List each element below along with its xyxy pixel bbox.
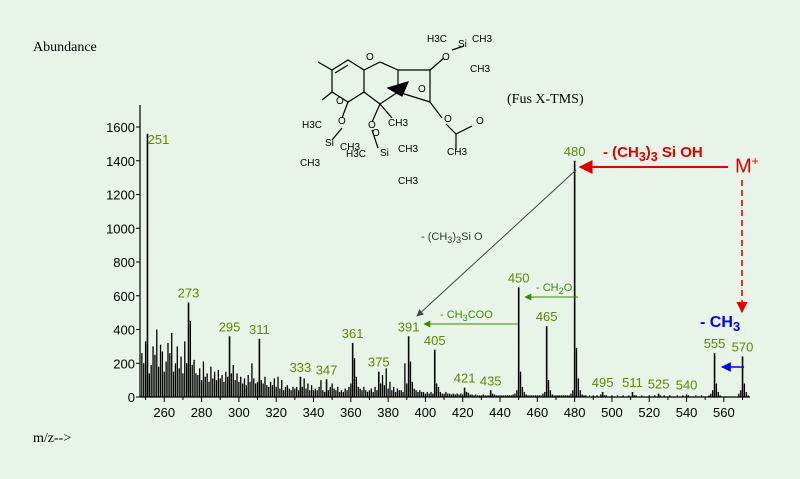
x-tick-label: 560	[713, 405, 735, 420]
structure-atom-label: H3C	[346, 149, 366, 160]
structure-atom-label: H3C	[302, 120, 322, 131]
peak-label: 251	[148, 132, 170, 147]
y-tick-label: 200	[113, 356, 135, 371]
peak-label: 311	[249, 322, 270, 337]
x-tick-label: 320	[265, 405, 287, 420]
loss-ch3-part: - CH	[700, 314, 733, 331]
structure-atom-label: Si	[380, 148, 389, 159]
x-tick-label: 440	[489, 405, 511, 420]
loss-tmsoh-part: Si OH	[658, 144, 703, 161]
peak-label: 295	[219, 319, 241, 334]
structure-atom-label: CH3	[447, 147, 467, 158]
structure-atom-label: CH3	[388, 118, 408, 129]
y-tick-label: 400	[113, 323, 135, 338]
structure-atom-label: Si	[325, 138, 334, 149]
x-tick-label: 300	[228, 405, 250, 420]
y-tick-label: 800	[113, 255, 135, 270]
structure-atom-label: CH3	[472, 34, 492, 45]
peak-label: 421	[454, 371, 476, 386]
y-tick-label: 1600	[106, 120, 135, 135]
peak-label: 450	[508, 270, 530, 285]
peak-label: 511	[622, 375, 643, 390]
structure-atom-label: CH3	[398, 144, 418, 155]
structure-atom-label: O	[444, 114, 452, 125]
structure-atom-label: CH3	[398, 176, 418, 187]
x-tick-label: 480	[564, 405, 586, 420]
structure-atom-label: Si	[458, 39, 467, 50]
structure-atom-label: O	[442, 52, 450, 63]
annotation-part: O	[564, 282, 573, 294]
y-tick-label: 0	[128, 390, 135, 405]
peak-label: 480	[564, 144, 586, 159]
peak-label: 525	[648, 377, 670, 392]
peak-label: 375	[368, 355, 390, 370]
structure-atom-label: O	[338, 116, 346, 127]
x-tick-label: 520	[638, 405, 660, 420]
structure-atom-label: CH3	[470, 64, 490, 75]
structure-atom-label: O	[418, 84, 426, 95]
x-tick-label: 500	[601, 405, 623, 420]
peak-label: 540	[676, 377, 698, 392]
x-tick-label: 280	[191, 405, 213, 420]
peak-label: 273	[178, 286, 200, 301]
structure-atom-label: O	[336, 96, 344, 107]
y-tick-label: 600	[113, 289, 135, 304]
molecular-ion-charge: +	[752, 154, 759, 168]
molecular-ion-label: M+	[735, 154, 759, 179]
annotation-part: - (CH	[421, 231, 447, 243]
y-tick-label: 1200	[106, 188, 135, 203]
y-tick-label: 1000	[106, 221, 135, 236]
peaks	[142, 134, 748, 397]
x-tick-label: 380	[377, 405, 399, 420]
peak-label: 347	[316, 362, 338, 377]
loss-tmsoh-part: - (CH	[603, 144, 639, 161]
annotation-part: Si O	[461, 231, 482, 243]
loss-ch3-sub: 3	[733, 319, 740, 334]
peak-label: 391	[398, 319, 420, 334]
peak-label: 405	[424, 333, 446, 348]
structure-atom-label: H3C	[427, 34, 447, 45]
structure-atom-label: CH3	[300, 158, 320, 169]
loss-ch3-label: - CH3	[700, 314, 740, 334]
x-tick-label: 460	[526, 405, 548, 420]
peak-label: 495	[592, 375, 614, 390]
peak-label: 361	[342, 326, 364, 341]
x-tick-label: 340	[303, 405, 325, 420]
structure-atom-label: O	[476, 116, 484, 127]
peak-label: 555	[704, 336, 726, 351]
loss-tmsoh-sub: 3	[651, 150, 658, 164]
annotation-part: COO	[468, 309, 493, 321]
y-axis-label: Abundance	[33, 40, 97, 56]
structure-atom-label: O	[372, 128, 380, 139]
annotation-ch3coo: - CH3COO	[440, 309, 493, 323]
x-axis-label: m/z-->	[33, 431, 71, 447]
peak-label: 333	[290, 360, 312, 375]
annotation-part: - CH	[536, 282, 559, 294]
annotation-ch2o: - CH2O	[536, 282, 572, 296]
peak-label: 435	[480, 373, 502, 388]
peak-label: 570	[732, 340, 754, 355]
fragment-arrows	[417, 167, 744, 367]
x-tick-label: 360	[340, 405, 362, 420]
loss-tmsoh-sub: 3	[639, 150, 646, 164]
annotation-tmsio: - (CH3)3Si O	[421, 231, 483, 245]
x-tick-label: 540	[676, 405, 698, 420]
x-tick-label: 260	[153, 405, 175, 420]
x-tick-label: 420	[452, 405, 474, 420]
x-tick-label: 400	[415, 405, 437, 420]
chart-subtitle: (Fus X-TMS)	[507, 92, 584, 108]
molecular-ion-letter: M	[735, 156, 752, 178]
structure-atom-label: O	[366, 52, 374, 63]
peak-label: 465	[536, 309, 558, 324]
y-tick-label: 1400	[106, 154, 135, 169]
annotation-part: - CH	[440, 309, 463, 321]
loss-tmsoh-label: - (CH3)3 Si OH	[603, 144, 703, 164]
